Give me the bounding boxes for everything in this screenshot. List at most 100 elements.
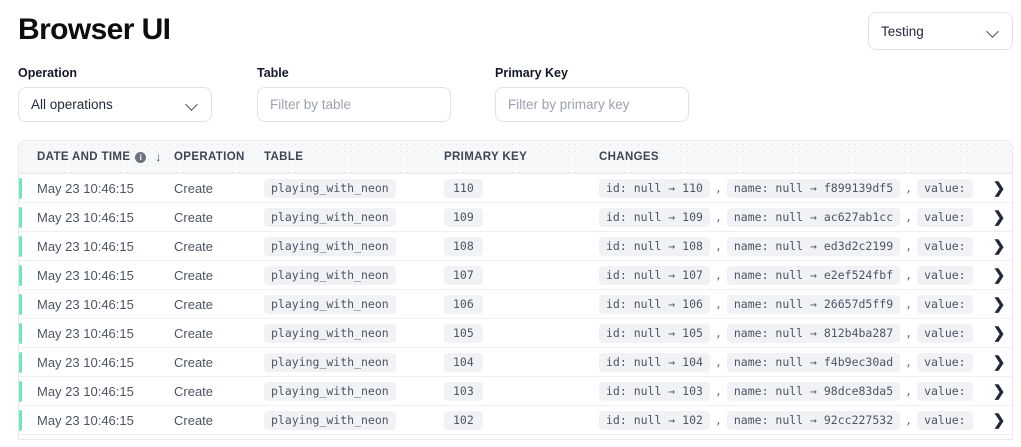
chevron-right-icon[interactable]: ❯	[992, 324, 1006, 342]
cell-date: May 23 10:46:15	[37, 325, 134, 341]
cell-operation: Create	[174, 354, 214, 370]
primary-key-chip: 103	[444, 381, 483, 401]
row-status-accent	[19, 352, 22, 373]
column-header-operation[interactable]: OPERATION	[174, 151, 245, 163]
cell-table: playing_with_neon	[264, 381, 444, 401]
table-row[interactable]: May 23 10:46:15 Create playing_with_neon 10…	[19, 290, 1012, 319]
table-row[interactable]: May 23 10:46:15 Create playing_with_neon 10…	[19, 261, 1012, 290]
cell-changes: id: null → 105, name: null → 812b4ba287, v…	[599, 323, 1012, 343]
change-chip: name: null → f4b9ec30ad	[726, 352, 901, 372]
cell-changes: id: null → 108, name: null → ed3d2c2199, v…	[599, 236, 1012, 256]
cell-date: May 23 10:46:15	[37, 180, 134, 196]
change-chip: name: null → 26657d5ff9	[726, 294, 901, 314]
change-separator: ,	[714, 413, 722, 427]
table-name-chip: playing_with_neon	[264, 410, 396, 430]
table-row[interactable]: May 23 10:46:15 Create playing_with_neon 10…	[19, 319, 1012, 348]
cell-date: May 23 10:46:15	[37, 354, 134, 370]
change-separator: ,	[714, 181, 722, 195]
chevron-right-icon[interactable]: ❯	[992, 237, 1006, 255]
chevron-right-icon[interactable]: ❯	[992, 295, 1006, 313]
change-chip: value:	[917, 323, 973, 343]
cell-changes: id: null → 110, name: null → f899139df5, v…	[599, 178, 1012, 198]
cell-date: May 23 10:46:15	[37, 238, 134, 254]
changes-chip-list: id: null → 107, name: null → e2ef524fbf, v…	[599, 265, 986, 285]
cell-changes: id: null → 103, name: null → 98dce83da5, v…	[599, 381, 1012, 401]
info-icon[interactable]: i	[135, 151, 147, 163]
environment-selector[interactable]: Testing	[868, 12, 1013, 50]
changes-chip-list: id: null → 110, name: null → f899139df5, v…	[599, 178, 986, 198]
change-separator: ,	[714, 326, 722, 340]
change-separator: ,	[905, 181, 913, 195]
cell-operation: Create	[174, 209, 214, 225]
primary-key-filter-input-wrap[interactable]: Filter by primary key	[495, 87, 689, 122]
change-chip: name: null → ed3d2c2199	[726, 236, 901, 256]
arrow-down-icon[interactable]: ↓	[155, 150, 162, 164]
change-separator: ,	[714, 268, 722, 282]
cell-table: playing_with_neon	[264, 265, 444, 285]
operation-select[interactable]: All operations	[18, 87, 212, 122]
change-separator: ,	[714, 297, 722, 311]
changes-chip-list: id: null → 105, name: null → 812b4ba287, v…	[599, 323, 986, 343]
table-row[interactable]: May 23 10:46:15 Create playing_with_neon 10…	[19, 348, 1012, 377]
table-filter-input-wrap[interactable]: Filter by table	[257, 87, 451, 122]
cell-operation: Create	[174, 383, 214, 399]
row-status-accent	[19, 207, 22, 228]
changes-chip-list: id: null → 103, name: null → 98dce83da5, v…	[599, 381, 986, 401]
column-header-date[interactable]: DATE AND TIME i ↓	[19, 150, 174, 164]
table-row[interactable]: May 23 10:46:15 Create playing_with_neon 10…	[19, 406, 1012, 435]
chevron-right-icon[interactable]: ❯	[992, 179, 1006, 197]
cell-changes: id: null → 104, name: null → f4b9ec30ad, v…	[599, 352, 1012, 372]
cell-table: playing_with_neon	[264, 236, 444, 256]
cell-changes: id: null → 109, name: null → ac627ab1cc, v…	[599, 207, 1012, 227]
column-header-changes[interactable]: CHANGES	[599, 151, 659, 163]
cell-operation: Create	[174, 296, 214, 312]
change-chip: value:	[917, 381, 973, 401]
changes-table: DATE AND TIME i ↓ OPERATION TABLE PRIMAR…	[18, 140, 1013, 440]
cell-table: playing_with_neon	[264, 207, 444, 227]
chevron-right-icon[interactable]: ❯	[992, 411, 1006, 429]
change-chip: id: null → 105	[599, 323, 710, 343]
chevron-down-icon	[186, 98, 199, 111]
cell-date: May 23 10:46:15	[37, 296, 134, 312]
table-header-row: DATE AND TIME i ↓ OPERATION TABLE PRIMAR…	[19, 141, 1012, 174]
cell-primary-key: 107	[444, 265, 599, 285]
changes-chip-list: id: null → 108, name: null → ed3d2c2199, v…	[599, 236, 986, 256]
chevron-right-icon[interactable]: ❯	[992, 266, 1006, 284]
row-status-accent	[19, 381, 22, 402]
cell-operation: Create	[174, 412, 214, 428]
filter-bar: Operation All operations Table Filter by…	[0, 62, 1021, 122]
table-name-chip: playing_with_neon	[264, 294, 396, 314]
primary-key-chip: 102	[444, 410, 483, 430]
table-row[interactable]: May 23 10:46:15 Create playing_with_neon 10…	[19, 203, 1012, 232]
cell-date: May 23 10:46:15	[37, 383, 134, 399]
column-header-table[interactable]: TABLE	[264, 151, 304, 163]
primary-key-chip: 105	[444, 323, 483, 343]
table-row[interactable]: May 23 10:46:15 Create playing_with_neon 11…	[19, 174, 1012, 203]
table-row[interactable]: May 23 10:46:15 Create playing_with_neon 10…	[19, 232, 1012, 261]
primary-key-chip: 106	[444, 294, 483, 314]
change-chip: value:	[917, 294, 973, 314]
cell-table: playing_with_neon	[264, 178, 444, 198]
change-chip: id: null → 107	[599, 265, 710, 285]
change-chip: id: null → 106	[599, 294, 710, 314]
column-header-primary-key[interactable]: PRIMARY KEY	[444, 151, 528, 163]
change-separator: ,	[905, 355, 913, 369]
change-separator: ,	[714, 355, 722, 369]
operation-select-value: All operations	[31, 97, 113, 112]
cell-operation: Create	[174, 238, 214, 254]
table-name-chip: playing_with_neon	[264, 381, 396, 401]
change-chip: value:	[917, 265, 973, 285]
row-status-accent	[19, 265, 22, 286]
table-name-chip: playing_with_neon	[264, 323, 396, 343]
primary-key-filter-label: Primary Key	[495, 66, 568, 80]
page-header: Browser UI Testing	[0, 0, 1021, 62]
table-row[interactable]: May 23 10:46:15 Create playing_with_neon 10…	[19, 377, 1012, 406]
chevron-right-icon[interactable]: ❯	[992, 353, 1006, 371]
change-chip: value:	[917, 207, 973, 227]
row-status-accent	[19, 236, 22, 257]
change-chip: value:	[917, 236, 973, 256]
environment-selector-value: Testing	[881, 23, 924, 39]
chevron-right-icon[interactable]: ❯	[992, 382, 1006, 400]
cell-primary-key: 108	[444, 236, 599, 256]
chevron-right-icon[interactable]: ❯	[992, 208, 1006, 226]
